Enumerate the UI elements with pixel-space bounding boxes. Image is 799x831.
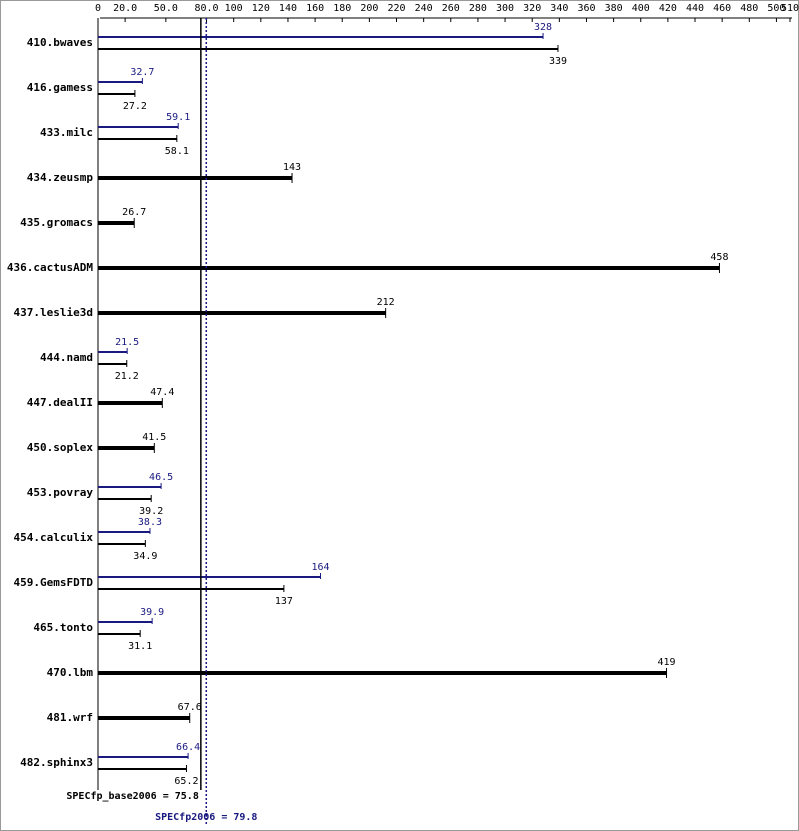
x-tick-label: 200 (360, 3, 378, 14)
bar (98, 621, 153, 623)
value-label: 419 (657, 657, 675, 668)
x-tick-label: 50.0 (154, 3, 178, 14)
x-tick-label: 460 (713, 3, 731, 14)
x-tick-label: 260 (442, 3, 460, 14)
value-label: 458 (710, 252, 728, 263)
value-label: 21.5 (115, 337, 139, 348)
x-tick-label: 420 (659, 3, 677, 14)
bar (98, 498, 152, 500)
x-tick-label: 240 (415, 3, 433, 14)
bar (98, 671, 667, 675)
bar (98, 486, 162, 488)
category-label: 454.calculix (14, 531, 94, 544)
value-label: 27.2 (123, 101, 147, 112)
category-label: 433.milc (40, 126, 93, 139)
value-label: 143 (283, 162, 301, 173)
bar (98, 363, 127, 365)
category-label: 410.bwaves (27, 36, 93, 49)
x-tick-label: 360 (577, 3, 595, 14)
x-tick-label: 300 (496, 3, 514, 14)
x-tick-label: 120 (252, 3, 270, 14)
value-label: 31.1 (128, 641, 152, 652)
x-tick-label: 100 (225, 3, 243, 14)
x-tick-label: 220 (387, 3, 405, 14)
value-label: 137 (275, 596, 293, 607)
x-tick-label: 140 (279, 3, 297, 14)
value-label: 41.5 (142, 432, 166, 443)
value-label: 58.1 (165, 146, 189, 157)
category-label: 444.namd (40, 351, 93, 364)
value-label: 46.5 (149, 472, 173, 483)
bar (98, 311, 386, 315)
bar (98, 48, 558, 50)
bar (98, 266, 720, 270)
bar (98, 36, 544, 38)
bar (98, 401, 163, 405)
value-label: 66.4 (176, 742, 200, 753)
category-label: 437.leslie3d (14, 306, 93, 319)
bar (98, 351, 128, 353)
x-tick-label: 380 (605, 3, 623, 14)
category-label: 450.soplex (27, 441, 94, 454)
bar (98, 756, 189, 758)
value-label: 38.3 (138, 517, 162, 528)
bar (98, 126, 179, 128)
reference-label: SPECfp2006 = 79.8 (155, 812, 257, 823)
bar (98, 81, 143, 83)
value-label: 21.2 (115, 371, 139, 382)
value-label: 65.2 (174, 776, 198, 787)
category-label: 482.sphinx3 (20, 756, 93, 769)
bar (98, 176, 293, 180)
bar (98, 576, 321, 578)
x-tick-label: 160 (306, 3, 324, 14)
category-label: 435.gromacs (20, 216, 93, 229)
x-tick-label: 510 (781, 3, 799, 14)
x-tick-label: 80.0 (195, 3, 219, 14)
x-tick-label: 280 (469, 3, 487, 14)
x-tick-label: 400 (632, 3, 650, 14)
category-label: 459.GemsFDTD (14, 576, 94, 589)
value-label: 39.2 (139, 506, 163, 517)
value-label: 32.7 (130, 67, 154, 78)
bar (98, 543, 146, 545)
x-tick-label: 500 (767, 3, 785, 14)
value-label: 164 (311, 562, 329, 573)
bar (98, 93, 135, 95)
x-tick-label: 340 (550, 3, 568, 14)
bar (98, 716, 190, 720)
value-label: 47.4 (150, 387, 174, 398)
bar (98, 633, 141, 635)
x-tick-label: 180 (333, 3, 351, 14)
value-label: 26.7 (122, 207, 146, 218)
category-label: 481.wrf (47, 711, 93, 724)
category-label: 434.zeusmp (27, 171, 94, 184)
value-label: 39.9 (140, 607, 164, 618)
value-label: 34.9 (133, 551, 157, 562)
x-tick-label: 480 (740, 3, 758, 14)
x-tick-label: 440 (686, 3, 704, 14)
value-label: 67.6 (178, 702, 202, 713)
x-tick-label: 320 (523, 3, 541, 14)
bar (98, 138, 177, 140)
category-label: 470.lbm (47, 666, 94, 679)
category-label: 465.tonto (33, 621, 93, 634)
category-label: 436.cactusADM (7, 261, 93, 274)
value-label: 339 (549, 56, 567, 67)
value-label: 212 (377, 297, 395, 308)
bar (98, 446, 155, 450)
category-label: 447.dealII (27, 396, 93, 409)
x-tick-label: 20.0 (113, 3, 137, 14)
bar (98, 531, 150, 533)
reference-label: SPECfp_base2006 = 75.8 (66, 791, 198, 802)
category-label: 416.gamess (27, 81, 93, 94)
x-tick-label: 0 (95, 3, 101, 14)
bar (98, 221, 135, 225)
value-label: 328 (534, 22, 552, 33)
value-label: 59.1 (166, 112, 190, 123)
category-label: 453.povray (27, 486, 94, 499)
bar (98, 588, 284, 590)
bar (98, 768, 187, 770)
